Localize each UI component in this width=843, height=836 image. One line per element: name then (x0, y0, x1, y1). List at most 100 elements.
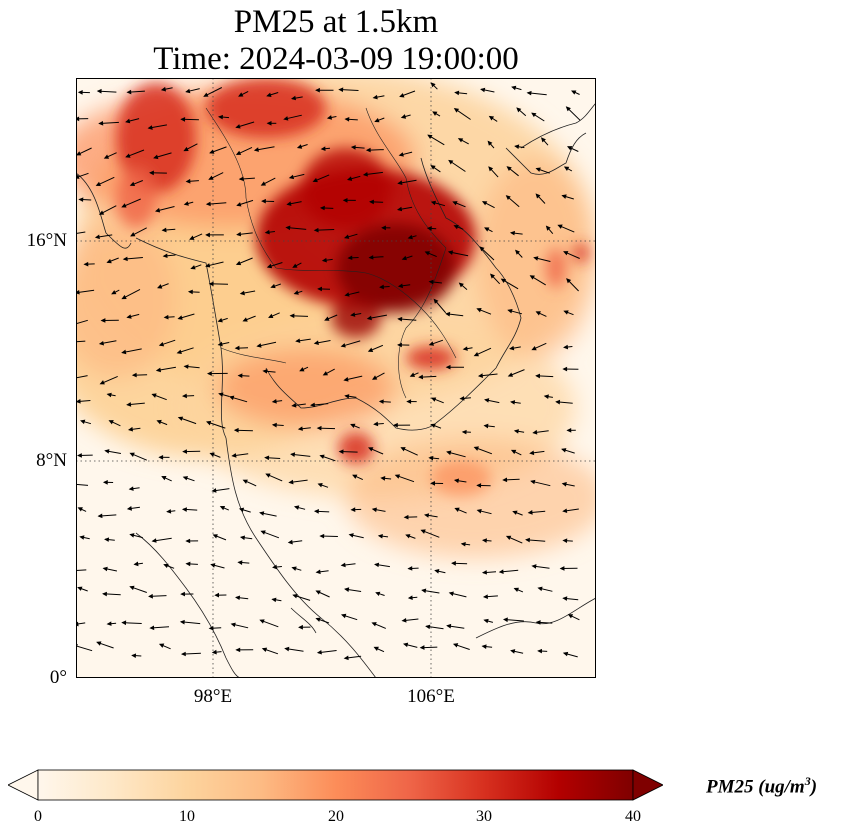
wind-arrowhead (77, 507, 83, 512)
wind-arrowhead (344, 117, 350, 122)
wind-arrowhead (531, 112, 537, 118)
wind-arrowhead (344, 587, 350, 592)
wind-arrowhead (131, 372, 137, 378)
wind-arrowhead (350, 145, 356, 150)
wind-arrowhead (231, 453, 237, 458)
wind-arrowhead (236, 231, 242, 237)
wind-arrowhead (234, 345, 240, 351)
wind-arrowhead (374, 117, 380, 123)
wind-arrowhead (421, 588, 427, 594)
wind-arrowhead (545, 225, 551, 231)
wind-arrowhead (510, 400, 516, 405)
wind-arrowhead (317, 483, 323, 488)
wind-arrowhead (181, 507, 187, 512)
wind-arrowhead (563, 251, 569, 256)
wind-arrowhead (445, 311, 451, 317)
wind-arrowhead (238, 507, 245, 513)
wind-arrowhead (266, 121, 272, 126)
wind-arrowhead (259, 619, 265, 624)
wind-arrowhead (235, 124, 241, 129)
wind-arrowhead (320, 146, 326, 151)
wind-arrowhead (562, 366, 568, 372)
wind-arrowhead (366, 315, 372, 321)
wind-arrowhead (326, 115, 333, 120)
wind-arrowhead (158, 455, 164, 460)
wind-arrowhead (397, 283, 404, 289)
wind-arrowhead (126, 506, 133, 511)
wind-arrowhead (453, 478, 460, 484)
wind-arrowhead (373, 421, 379, 427)
wind-arrowhead (484, 398, 490, 403)
wind-arrowhead (261, 198, 266, 204)
wind-arrowhead (155, 367, 162, 373)
wind-arrowhead (419, 645, 425, 650)
colorbar-tick-20: 20 (328, 808, 344, 825)
wind-arrowhead (483, 423, 489, 429)
wind-arrowhead (430, 82, 436, 88)
wind-arrowhead (535, 167, 541, 172)
wind-arrowhead (372, 375, 378, 380)
wind-arrowhead (343, 377, 349, 382)
wind-arrowhead (392, 422, 398, 428)
wind-arrowhead (265, 473, 271, 478)
wind-arrow (76, 375, 88, 379)
wind-arrowhead (312, 177, 318, 183)
wind-arrowhead (190, 265, 196, 270)
wind-arrowhead (487, 140, 493, 146)
wind-arrowhead (425, 624, 431, 630)
wind-arrowhead (446, 623, 452, 629)
wind-arrowhead (563, 344, 569, 350)
wind-arrowhead (509, 345, 515, 351)
wind-arrowhead (133, 561, 139, 567)
colorbar-tick-0: 0 (34, 808, 42, 825)
wind-arrowhead (368, 255, 374, 260)
wind-arrowhead (291, 403, 297, 408)
colorbar (8, 769, 663, 801)
wind-arrowhead (76, 116, 80, 122)
wind-arrowhead (149, 170, 154, 176)
wind-arrowhead (187, 289, 193, 295)
wind-arrowhead (460, 541, 466, 547)
wind-arrowhead (430, 165, 436, 170)
wind-arrowhead (77, 90, 83, 95)
wind-arrowhead (445, 364, 451, 370)
colorbar-label-main: PM25 (ug/m (706, 776, 805, 798)
wind-arrowhead (481, 538, 487, 543)
wind-arrowhead (537, 586, 543, 592)
wind-arrowhead (483, 618, 489, 624)
wind-arrowhead (514, 249, 521, 255)
wind-arrowhead (148, 593, 153, 599)
wind-arrowhead (561, 194, 567, 199)
wind-arrowhead (432, 111, 438, 116)
wind-arrowhead (405, 534, 411, 539)
wind-arrowhead (161, 227, 167, 233)
wind-arrowhead (375, 591, 381, 597)
wind-arrowhead (288, 479, 294, 485)
colorbar-label-close: ) (810, 776, 818, 798)
wind-arrowhead (271, 597, 277, 603)
wind-arrowhead (430, 397, 437, 402)
wind-arrowhead (185, 561, 191, 567)
wind-arrowhead (315, 87, 320, 93)
wind-arrowhead (513, 587, 519, 593)
wind-arrowhead (183, 146, 189, 152)
wind-arrowhead (409, 372, 416, 377)
wind-arrowhead (451, 561, 456, 566)
wind-arrowhead (125, 153, 131, 158)
wind-arrowhead (488, 166, 494, 172)
wind-arrowhead (447, 250, 454, 255)
wind-arrowhead (217, 114, 223, 120)
wind-arrowhead (158, 341, 165, 347)
wind-arrowhead (208, 625, 214, 631)
wind-arrowhead (381, 225, 386, 231)
wind-arrowhead (289, 313, 295, 319)
wind-arrowhead (350, 423, 356, 429)
wind-arrowhead (338, 87, 344, 93)
wind-arrowhead (122, 256, 128, 262)
wind-arrowhead (562, 538, 568, 544)
wind-arrowhead (340, 343, 346, 348)
wind-arrowhead (448, 591, 454, 597)
wind-arrowhead (557, 224, 563, 229)
wind-arrowhead (498, 569, 504, 574)
coastlines (76, 102, 596, 678)
